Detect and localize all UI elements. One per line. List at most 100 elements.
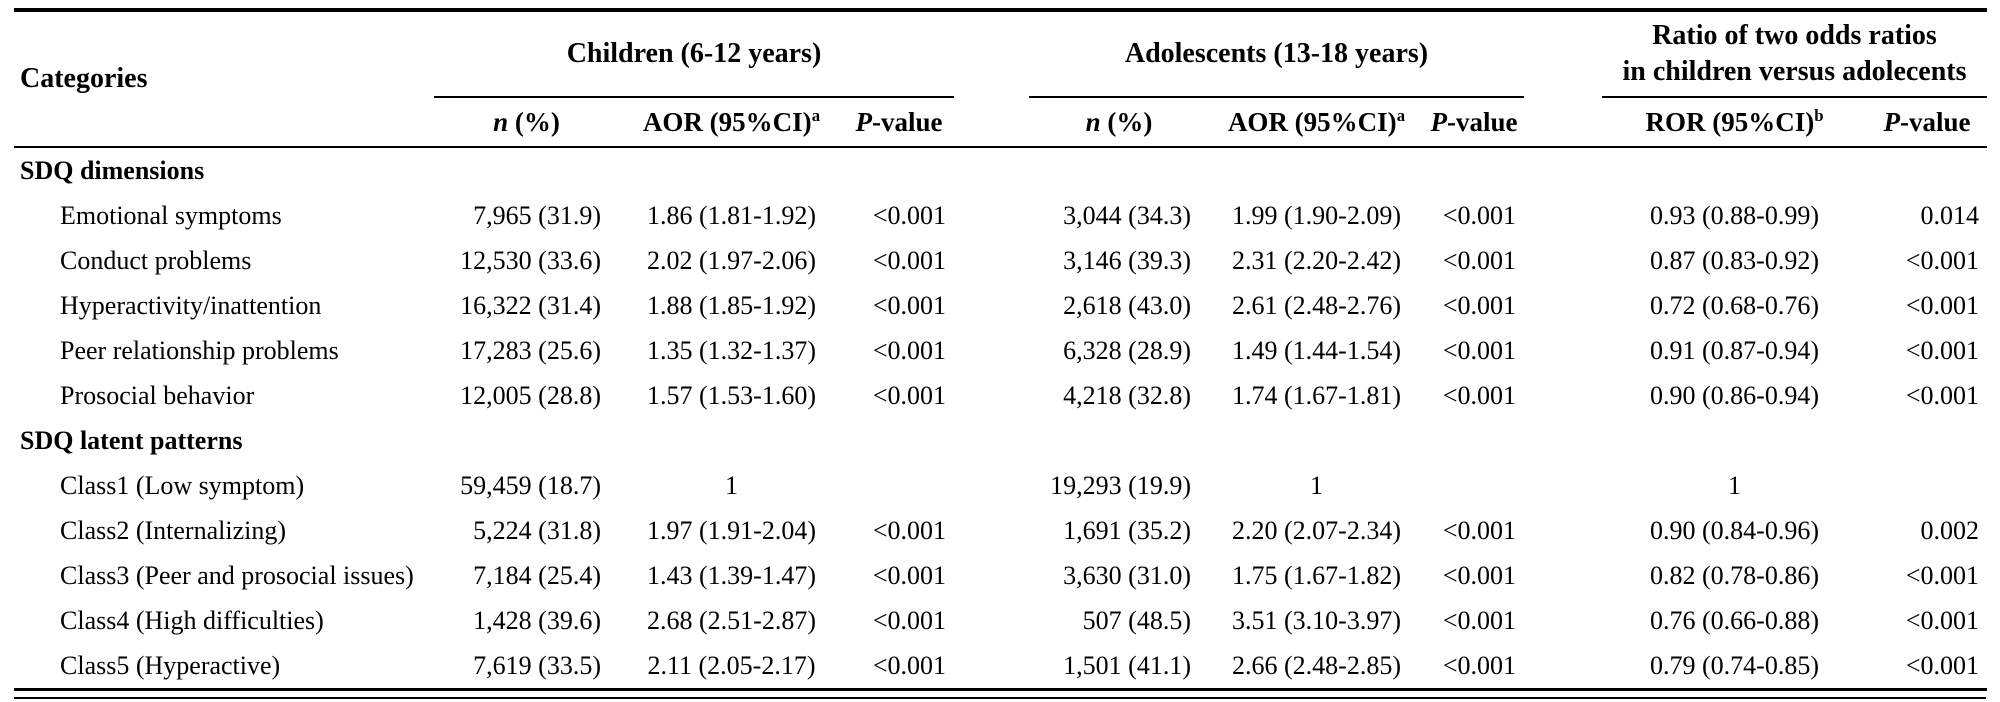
ror-label: ROR (95%CI) — [1645, 106, 1815, 137]
row-category: Peer relationship problems — [60, 335, 339, 365]
adolescents-n-cell: 3,146 (39.3) — [1063, 245, 1191, 275]
gap-cell — [954, 193, 1029, 238]
gap-cell — [1524, 283, 1602, 328]
gap-cell — [1524, 508, 1602, 553]
children-aor-cell: 1.88 (1.85-1.92) — [647, 290, 816, 320]
row-category: Hyperactivity/inattention — [60, 290, 322, 320]
gap-cell — [954, 598, 1029, 643]
gap-cell — [1524, 193, 1602, 238]
adolescents-aor-header: AOR (95%CI)a — [1209, 97, 1424, 148]
children-n-cell: 7,965 (31.9) — [473, 200, 601, 230]
ror-pvalue-cell: <0.001 — [1905, 605, 1979, 635]
ror-pvalue-cell: <0.001 — [1905, 335, 1979, 365]
gap-cell — [954, 508, 1029, 553]
adolescents-n-cell: 507 (48.5) — [1082, 605, 1191, 635]
gap-cell — [954, 283, 1029, 328]
children-pvalue-cell — [844, 463, 954, 508]
children-n-cell: 59,459 (18.7) — [460, 470, 601, 500]
table-row: Class4 (High difficulties) 1,428 (39.6) … — [14, 598, 1987, 643]
children-pvalue-cell: <0.001 — [872, 245, 946, 275]
children-aor-cell: 2.11 (2.05-2.17) — [619, 643, 844, 691]
adolescents-aor-cell: 2.61 (2.48-2.76) — [1232, 290, 1401, 320]
ror-cell: 0.76 (0.66-0.88) — [1650, 605, 1819, 635]
group-header-ror: Ratio of two odds ratios in children ver… — [1602, 10, 1987, 98]
adolescents-pvalue-cell: <0.001 — [1442, 515, 1516, 545]
table-row: Peer relationship problems 17,283 (25.6)… — [14, 328, 1987, 373]
ror-cell: 1 — [1728, 470, 1741, 500]
adolescents-aor-cell: 3.51 (3.10-3.97) — [1232, 605, 1401, 635]
gap-cell — [954, 463, 1029, 508]
n-pct-label: (%) — [508, 106, 560, 137]
adolescents-aor-cell: 2.20 (2.07-2.34) — [1232, 515, 1401, 545]
ror-header: ROR (95%CI)b — [1602, 97, 1867, 148]
children-n-cell: 16,322 (31.4) — [460, 290, 601, 320]
adolescents-aor-cell: 1 — [1310, 470, 1323, 500]
p-symbol: P — [855, 106, 873, 137]
column-gap — [1524, 10, 1602, 148]
gap-cell — [1524, 598, 1602, 643]
row-category: Emotional symptoms — [60, 200, 282, 230]
gap-cell — [1524, 238, 1602, 283]
column-gap — [954, 10, 1029, 148]
table-row: Hyperactivity/inattention 16,322 (31.4) … — [14, 283, 1987, 328]
children-n-cell: 7,184 (25.4) — [473, 560, 601, 590]
aor-label: AOR (95%CI) — [1227, 106, 1397, 137]
adolescents-n-cell: 1,501 (41.1) — [1029, 643, 1209, 691]
footnote-a-marker: a — [1396, 105, 1406, 125]
row-category: Class5 (Hyperactive) — [14, 643, 434, 691]
ror-header-line1: Ratio of two odds ratios — [1652, 19, 1937, 51]
adolescents-pvalue-cell: <0.001 — [1442, 335, 1516, 365]
children-aor-cell: 2.68 (2.51-2.87) — [647, 605, 816, 635]
children-aor-cell: 1.35 (1.32-1.37) — [647, 335, 816, 365]
adolescents-pvalue-cell: <0.001 — [1424, 643, 1524, 691]
row-category: Conduct problems — [60, 245, 252, 275]
ror-cell: 0.82 (0.78-0.86) — [1650, 560, 1819, 590]
adolescents-pvalue-cell: <0.001 — [1442, 560, 1516, 590]
ror-pvalue-header: P-value — [1867, 97, 1987, 148]
gap-cell — [1524, 643, 1602, 691]
children-aor-header: AOR (95%CI)a — [619, 97, 844, 148]
adolescents-aor-cell: 1.75 (1.67-1.82) — [1232, 560, 1401, 590]
aor-label: AOR (95%CI) — [642, 106, 812, 137]
gap-cell — [1524, 373, 1602, 418]
group-header-children: Children (6-12 years) — [434, 10, 954, 98]
children-pvalue-cell: <0.001 — [872, 335, 946, 365]
children-aor-cell: 1.86 (1.81-1.92) — [647, 200, 816, 230]
adolescents-n-cell: 19,293 (19.9) — [1050, 470, 1191, 500]
adolescents-aor-cell: 1.49 (1.44-1.54) — [1232, 335, 1401, 365]
sub-header-row: n (%) AOR (95%CI)a P-value n (%) AOR (95… — [14, 97, 1987, 148]
adolescents-n-cell: 1,691 (35.2) — [1063, 515, 1191, 545]
children-pvalue-cell: <0.001 — [872, 380, 946, 410]
children-aor-cell: 1.43 (1.39-1.47) — [647, 560, 816, 590]
adolescents-n-cell: 3,630 (31.0) — [1063, 560, 1191, 590]
adolescents-pvalue-cell: <0.001 — [1442, 290, 1516, 320]
adolescents-pvalue-cell: <0.001 — [1442, 605, 1516, 635]
n-pct-label: (%) — [1100, 106, 1153, 137]
ror-pvalue-cell: 0.014 — [1920, 200, 1980, 230]
row-category: Class4 (High difficulties) — [60, 605, 324, 635]
table-row: Prosocial behavior 12,005 (28.8) 1.57 (1… — [14, 373, 1987, 418]
adolescents-pvalue-cell: <0.001 — [1442, 245, 1516, 275]
group-header-adolescents: Adolescents (13-18 years) — [1029, 10, 1524, 98]
ror-pvalue-cell — [1867, 463, 1987, 508]
ror-cell: 0.90 (0.84-0.96) — [1650, 515, 1819, 545]
adolescents-aor-cell: 1.74 (1.67-1.81) — [1232, 380, 1401, 410]
odds-ratio-table: Categories Children (6-12 years) Adolesc… — [14, 8, 1987, 691]
p-symbol: P — [1430, 106, 1448, 137]
categories-header: Categories — [14, 10, 434, 148]
gap-cell — [1524, 328, 1602, 373]
adolescents-aor-cell: 2.31 (2.20-2.42) — [1232, 245, 1401, 275]
adolescents-n-cell: 3,044 (34.3) — [1063, 200, 1191, 230]
children-n-cell: 12,005 (28.8) — [460, 380, 601, 410]
adolescents-aor-cell: 2.66 (2.48-2.85) — [1209, 643, 1424, 691]
children-n-cell: 1,428 (39.6) — [473, 605, 601, 635]
gap-cell — [954, 643, 1029, 691]
row-category: Class3 (Peer and prosocial issues) — [60, 560, 414, 590]
group-header-row: Categories Children (6-12 years) Adolesc… — [14, 10, 1987, 148]
gap-cell — [954, 373, 1029, 418]
adolescents-n-cell: 2,618 (43.0) — [1063, 290, 1191, 320]
gap-cell — [954, 238, 1029, 283]
ror-pvalue-cell: <0.001 — [1905, 290, 1979, 320]
row-category: Prosocial behavior — [60, 380, 255, 410]
